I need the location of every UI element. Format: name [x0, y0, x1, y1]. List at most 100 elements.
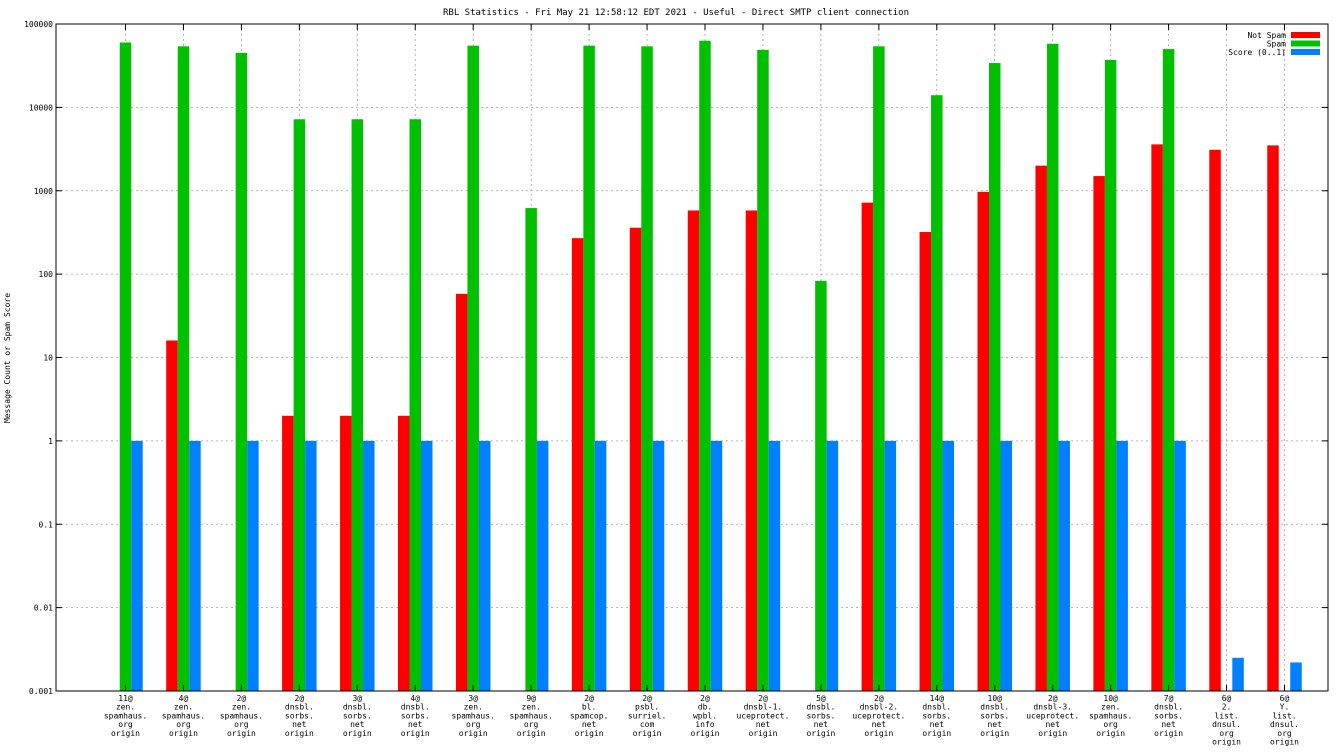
bar-score-0-1	[1232, 657, 1244, 691]
x-tick-label-line: org	[1219, 729, 1234, 738]
x-tick-label-line: 3@	[352, 694, 362, 703]
x-tick-label-line: 4@	[179, 694, 189, 703]
x-tick-label-line: org	[466, 720, 481, 729]
bar-score-0-1	[421, 440, 433, 691]
bar-spam	[989, 63, 1001, 692]
x-tick-label-line: zen.	[174, 703, 193, 712]
x-tick-label: 5@ dnsbl. sorbs. net origin	[806, 694, 835, 738]
bar-spam	[351, 119, 364, 692]
bar-spam	[1046, 43, 1059, 692]
x-tick-label-line: net	[292, 720, 307, 729]
x-tick-label: 10@ dnsbl. sorbs. net origin	[980, 694, 1009, 738]
plot-frame	[55, 23, 1329, 692]
x-tick-label-line: origin	[633, 729, 662, 738]
bars-layer	[119, 40, 1302, 692]
legend-swatch	[1291, 32, 1320, 38]
bar-score-0-1	[594, 440, 607, 691]
x-tick-label-line: dnsbl-1.	[744, 703, 783, 712]
x-tick-label-line: origin	[1212, 738, 1241, 747]
bar-not-spam	[1035, 165, 1047, 692]
x-tick-label-line: 11@	[118, 694, 133, 703]
y-axis-label: Message Count or Spam Score	[3, 293, 12, 423]
bar-not-spam	[977, 191, 989, 691]
bar-spam	[757, 49, 769, 692]
bar-spam	[583, 45, 595, 691]
legend-label: Spam	[1267, 40, 1286, 49]
x-tick-label-line: 10@	[1103, 694, 1118, 703]
x-tick-label-line: origin	[1038, 729, 1067, 738]
legend-label: Score (0..1)	[1228, 48, 1286, 57]
x-tick-label-line: 2@	[700, 694, 710, 703]
x-tick-label-line: sorbs.	[806, 711, 835, 720]
x-tick-label: 14@ dnsbl. sorbs. net origin	[922, 694, 951, 738]
bar-score-0-1	[884, 440, 897, 691]
x-tick-label-line: 6@	[1280, 694, 1290, 703]
x-tick-label-line: dnsbl.	[343, 703, 372, 712]
x-tick-label-line: dnsbl-3.	[1033, 703, 1072, 712]
bar-not-spam	[1151, 144, 1163, 691]
x-tick-label: 2@ psbl. surriel. com origin	[628, 694, 667, 738]
x-tick-label-line: list.	[1215, 711, 1239, 720]
x-tick-label-line: origin	[806, 729, 835, 738]
x-tick-label: 3@ dnsbl. sorbs. net origin	[343, 694, 372, 738]
x-tick-label-line: net	[872, 720, 887, 729]
x-tick-label-line: uceprotect.	[1026, 711, 1079, 720]
x-tick-label-line: net	[988, 720, 1003, 729]
x-tick-label-line: net	[930, 720, 945, 729]
x-tick-label-line: zen.	[464, 703, 483, 712]
bar-score-0-1	[189, 440, 201, 691]
x-tick-label-line: zen.	[522, 703, 541, 712]
x-tick-label: 2@ dnsbl-2. uceprotect. net origin	[852, 694, 905, 738]
bar-score-0-1	[652, 440, 665, 691]
x-tick-label-line: dnsul.	[1212, 720, 1241, 729]
bar-not-spam	[340, 415, 352, 691]
x-tick-label: 10@ zen. spamhaus. org origin	[1089, 694, 1132, 738]
bar-score-0-1	[247, 440, 259, 691]
bar-score-0-1	[826, 440, 839, 691]
x-tick-label-line: dnsbl.	[401, 703, 430, 712]
x-tick-label-line: sorbs.	[1154, 711, 1183, 720]
bar-not-spam	[1093, 176, 1105, 692]
x-tick-label-line: sorbs.	[922, 711, 951, 720]
x-tick-label-line: net	[408, 720, 423, 729]
x-tick-label-line: origin	[285, 729, 314, 738]
x-tick-label-line: origin	[111, 729, 140, 738]
x-tick-label-line: spamhaus.	[162, 711, 205, 720]
x-tick-label-line: zen.	[1101, 703, 1120, 712]
bar-score-0-1	[1116, 440, 1128, 691]
y-tick-label: 100	[39, 270, 54, 279]
x-tick-label-line: net	[814, 720, 829, 729]
bar-score-0-1	[305, 440, 317, 691]
y-tick-label: 0.1	[39, 520, 54, 529]
x-tick-label-line: org	[524, 720, 539, 729]
x-tick-label-line: 9@	[526, 694, 536, 703]
x-tick-label-line: origin	[227, 729, 256, 738]
x-tick-label-line: spamcop.	[570, 711, 609, 720]
x-tick-label-line: origin	[343, 729, 372, 738]
x-tick-label-line: spamhaus.	[509, 711, 552, 720]
bar-score-0-1	[942, 440, 955, 691]
x-tick-label-line: surriel.	[628, 711, 667, 720]
bar-score-0-1	[768, 440, 781, 691]
bar-spam	[641, 46, 653, 692]
x-tick-label-line: sorbs.	[343, 711, 372, 720]
bar-not-spam	[1267, 145, 1279, 692]
bar-spam	[177, 46, 190, 692]
x-tick-label: 2@ bl. spamcop. net origin	[570, 694, 609, 738]
bar-score-0-1	[710, 440, 723, 691]
x-tick-label-line: psbl.	[635, 703, 659, 712]
x-tick-label-line: 7@	[1164, 694, 1174, 703]
x-tick-label-line: 2@	[295, 694, 305, 703]
x-tick-label-line: 6@	[1222, 694, 1232, 703]
x-tick-label-line: uceprotect.	[736, 711, 789, 720]
x-tick-label-line: spamhaus.	[104, 711, 147, 720]
x-tick-label-line: 14@	[930, 694, 945, 703]
x-tick-label-line: zen.	[232, 703, 251, 712]
x-tick-label: 11@ zen. spamhaus. org origin	[104, 694, 147, 738]
x-tick-label-line: dnsbl.	[922, 703, 951, 712]
x-tick-label-line: Y.	[1280, 703, 1290, 712]
x-tick-label-line: 2@	[874, 694, 884, 703]
bar-not-spam	[861, 202, 874, 691]
x-tick-label-line: origin	[864, 729, 893, 738]
x-tick-label: 2@ dnsbl-1. uceprotect. net origin	[736, 694, 789, 738]
